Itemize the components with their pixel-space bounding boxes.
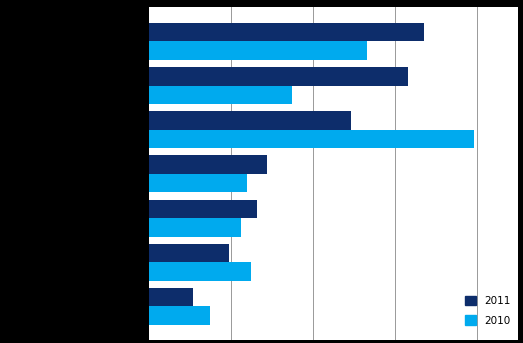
Bar bbox=[149, 218, 241, 237]
Bar bbox=[149, 41, 367, 60]
Bar bbox=[149, 306, 210, 325]
Bar bbox=[149, 244, 230, 262]
Bar bbox=[149, 262, 251, 281]
Bar bbox=[149, 67, 408, 85]
Legend: 2011, 2010: 2011, 2010 bbox=[463, 294, 513, 328]
Bar bbox=[149, 155, 267, 174]
Bar bbox=[149, 288, 194, 306]
Bar bbox=[149, 130, 473, 148]
Bar bbox=[149, 111, 350, 130]
Bar bbox=[149, 85, 292, 104]
Bar bbox=[149, 200, 257, 218]
Bar bbox=[149, 23, 424, 41]
Bar bbox=[149, 174, 247, 192]
